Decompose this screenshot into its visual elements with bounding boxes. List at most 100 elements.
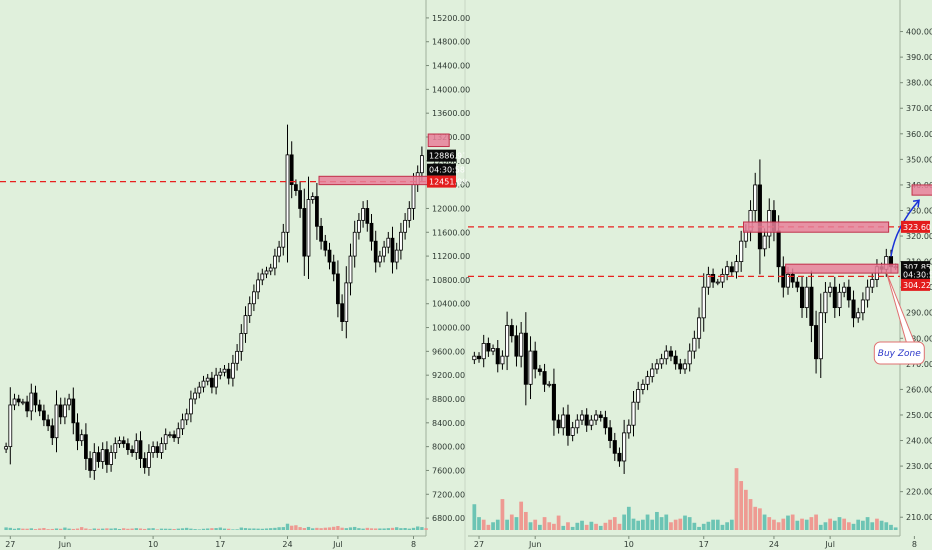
right-candlestick-chart[interactable]: 210.00220.00230.00240.00250.00260.00270.… (468, 0, 932, 549)
volume-bar (706, 521, 711, 530)
volume-bar (603, 522, 608, 530)
x-tick-label: 8 (912, 540, 917, 549)
volume-bar (748, 499, 753, 530)
candle-body (79, 434, 84, 442)
candle-body (247, 303, 252, 317)
candle-body (63, 404, 67, 418)
candle-body (556, 419, 561, 429)
candle-body (75, 422, 80, 442)
volume-bar (411, 527, 416, 530)
volume-bar (290, 525, 294, 530)
candle-body (382, 246, 386, 257)
candle-body (147, 452, 151, 468)
y-tick-label: 8400.00 (432, 419, 465, 428)
price-zone-rectangle[interactable] (911, 184, 932, 196)
candle-body (626, 424, 631, 434)
y-tick-label: 14400.00 (432, 62, 470, 71)
y-tick-label: 290.00 (906, 309, 932, 318)
candle-body (584, 414, 589, 426)
candle-body (197, 386, 202, 394)
price-zone-rectangle[interactable] (743, 221, 890, 233)
volume-bar (306, 526, 311, 530)
candle-body (654, 363, 659, 370)
buy-zone-callout[interactable] (873, 341, 925, 365)
volume-bar (126, 528, 130, 530)
candle-body (734, 261, 739, 273)
volume-bar (172, 529, 176, 530)
volume-bar (640, 519, 645, 530)
price-zone-rectangle[interactable] (785, 263, 899, 274)
candle-body (682, 363, 688, 370)
y-tick-label: 14800.00 (432, 38, 470, 47)
volume-bar (538, 524, 542, 530)
y-tick-label: 210.00 (906, 513, 932, 522)
volume-bar (481, 519, 486, 530)
candle-body (776, 230, 781, 268)
volume-bar (762, 514, 767, 530)
volume-bar (486, 524, 491, 530)
candle-body (608, 427, 613, 441)
candle-body (264, 270, 269, 275)
candle-body (697, 317, 702, 339)
volume-bar (143, 528, 147, 530)
volume-bar (570, 526, 575, 530)
candle-body (340, 303, 344, 322)
volume-bar (33, 529, 38, 530)
volume-bar (617, 523, 622, 530)
candle-body (687, 350, 692, 365)
volume-bar (519, 501, 524, 530)
price-zone-rectangle[interactable] (318, 175, 429, 186)
volume-bar (758, 508, 762, 530)
candle-body (692, 337, 697, 352)
candle-body (193, 392, 197, 400)
volume-bar (729, 519, 734, 530)
volume-bar (365, 527, 369, 530)
volume-bar (96, 528, 101, 530)
volume-bar (378, 528, 382, 530)
candle-body (514, 335, 519, 357)
volume-bar (298, 527, 302, 530)
candle-body (523, 332, 528, 385)
volume-bar (311, 528, 315, 530)
volume-bar (645, 514, 650, 530)
volume-bar (786, 515, 790, 530)
candle-body (130, 449, 134, 453)
candle-body (390, 237, 395, 263)
volume-bar (239, 527, 243, 530)
price-zone-rectangle[interactable] (427, 133, 450, 148)
y-tick-label: 370.00 (906, 104, 932, 113)
volume-bar (273, 527, 277, 530)
candle-body (533, 350, 538, 370)
candle-body (720, 273, 725, 283)
candle-body (176, 428, 181, 439)
volume-bar (509, 514, 514, 530)
volume-bar (673, 519, 678, 530)
volume-bar (828, 518, 832, 530)
candle-body (231, 362, 235, 379)
volume-bar (155, 529, 159, 530)
candle-body (832, 286, 837, 309)
candle-body (617, 452, 622, 462)
volume-bar (348, 527, 353, 530)
candle-body (860, 299, 865, 314)
y-tick-label: 320.00 (906, 232, 932, 241)
volume-bar (781, 518, 786, 530)
left-candlestick-chart[interactable]: 6800.00 7200.00 7600.00 8000.00 8400.00 8800.… (0, 0, 470, 549)
volume-bar (374, 528, 378, 530)
volume-bar (767, 517, 772, 530)
candle-body (411, 184, 416, 209)
candle-body (113, 443, 118, 453)
volume-bar (117, 529, 122, 530)
candle-body (310, 196, 315, 200)
candle-body (302, 208, 307, 257)
volume-bar (655, 511, 659, 530)
candle-body (711, 273, 716, 283)
candle-body (809, 286, 814, 326)
candle-body (159, 443, 164, 453)
volume-bar (323, 527, 327, 530)
y-tick-label: 9200.00 (432, 371, 465, 380)
volume-bar (842, 518, 847, 530)
y-tick-label: 10000.00 (432, 324, 470, 333)
volume-bar (248, 528, 252, 530)
